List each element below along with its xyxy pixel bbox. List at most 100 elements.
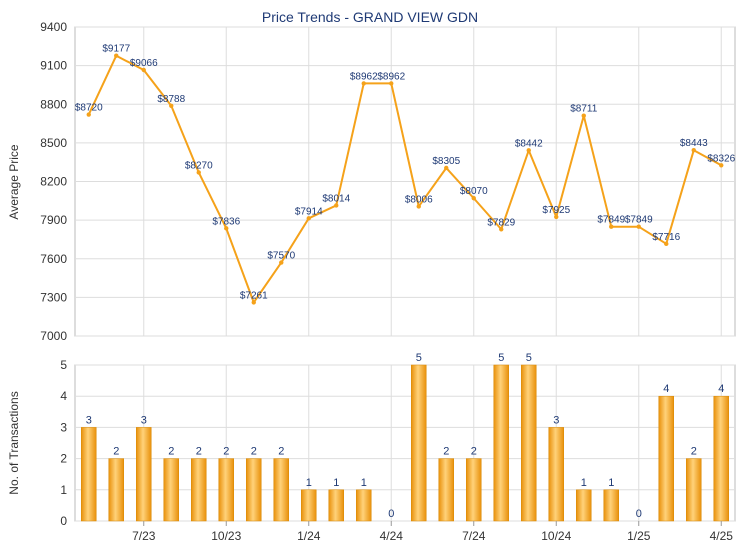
transaction-data-label: 4	[663, 383, 669, 395]
transaction-data-label: 2	[223, 446, 229, 458]
transaction-bar	[328, 489, 344, 522]
transaction-data-label: 2	[691, 446, 697, 458]
price-point	[334, 203, 339, 208]
transaction-bar	[658, 395, 674, 522]
transaction-bar	[576, 489, 592, 522]
price-point	[609, 224, 614, 229]
transaction-bar	[246, 458, 262, 522]
transaction-data-label: 4	[718, 383, 724, 395]
x-tick-label: 7/24	[462, 529, 486, 543]
price-point	[389, 81, 394, 86]
price-point	[581, 113, 586, 118]
transaction-data-label: 5	[498, 352, 504, 364]
price-line	[87, 54, 722, 304]
transaction-data-label: 0	[388, 508, 394, 520]
price-point	[691, 148, 696, 153]
transaction-bar	[81, 427, 97, 522]
price-point	[196, 170, 201, 175]
transaction-y-tick-label: 1	[60, 483, 67, 497]
price-data-label: $8270	[185, 160, 213, 171]
price-data-label: $7716	[652, 232, 680, 243]
transaction-bar	[713, 395, 729, 522]
transaction-data-label: 1	[361, 477, 367, 489]
x-tick-label: 7/23	[132, 529, 156, 543]
transaction-y-tick-label: 0	[60, 514, 67, 528]
transaction-data-label: 1	[333, 477, 339, 489]
price-y-tick-label: 7000	[40, 329, 67, 343]
transaction-data-label: 2	[278, 446, 284, 458]
transaction-bar	[108, 458, 124, 522]
transaction-bar	[493, 364, 509, 522]
transaction-data-label: 2	[113, 446, 119, 458]
price-y-tick-label: 8200	[40, 175, 67, 189]
price-data-label: $8014	[322, 193, 350, 204]
chart-title: Price Trends - GRAND VIEW GDN	[262, 9, 478, 25]
price-data-label: $8443	[680, 138, 708, 149]
price-data-label: $8720	[75, 103, 103, 114]
transaction-data-label: 1	[581, 477, 587, 489]
price-data-label: $9177	[102, 44, 130, 55]
transaction-bars: 3 2 3 2 2 2 2 2 1 1 1 0 5 2 2 5 5 3 1 1 0 4 2 4	[81, 352, 729, 522]
transaction-bar	[218, 458, 234, 522]
transaction-y-tick-label: 5	[60, 358, 67, 372]
price-data-label: $8788	[157, 94, 185, 105]
price-point	[664, 241, 669, 247]
price-point	[169, 103, 174, 108]
price-data-label: $8442	[515, 138, 543, 149]
price-data-label: $7849	[625, 215, 653, 226]
price-y-tick-label: 8800	[40, 97, 67, 111]
x-tick-label: 4/25	[710, 529, 734, 543]
price-point	[141, 67, 146, 73]
price-y-tick-label: 7300	[40, 290, 67, 304]
price-data-label: $8962	[377, 71, 405, 82]
transaction-bar	[273, 458, 289, 522]
price-point	[279, 260, 284, 265]
transaction-data-label: 3	[141, 414, 147, 426]
transaction-bar	[356, 489, 372, 522]
x-tick-label: 10/23	[211, 529, 241, 543]
price-y-tick-label: 9100	[40, 59, 67, 73]
transaction-data-label: 2	[168, 446, 174, 458]
transaction-y-tick-label: 3	[60, 420, 67, 434]
price-data-label: $8326	[707, 153, 735, 164]
transaction-data-label: 2	[471, 446, 477, 458]
transaction-bar	[301, 489, 317, 522]
price-y-axis-title: Average Price	[7, 144, 21, 219]
price-data-label: $7829	[487, 217, 515, 228]
price-y-tick-label: 8500	[40, 136, 67, 150]
price-data-label: $8962	[350, 71, 378, 82]
transaction-bar	[411, 364, 427, 522]
x-axis-ticks: 7/23 10/23 1/24 4/24 7/24 10/24 1/25 4/25	[132, 521, 733, 543]
price-y-tick-label: 7600	[40, 252, 67, 266]
price-point	[719, 163, 724, 168]
price-data-label: $7914	[295, 206, 323, 217]
transaction-data-label: 0	[636, 508, 642, 520]
price-data-label: $9066	[130, 58, 158, 69]
price-point	[86, 112, 91, 117]
transaction-bar	[466, 458, 482, 522]
price-data-label: $7570	[267, 251, 295, 262]
transaction-data-label: 2	[196, 446, 202, 458]
price-y-tick-label: 7900	[40, 213, 67, 227]
transaction-bar	[438, 458, 454, 522]
price-data-label: $8006	[405, 194, 433, 205]
price-y-ticks: 7000 7300 7600 7900 8200 8500 8800 9100 9400	[40, 20, 67, 343]
price-point	[526, 148, 531, 153]
price-point	[251, 300, 256, 305]
price-data-label: $7261	[240, 290, 268, 301]
transactions-y-axis-title: No. of Transactions	[7, 391, 21, 494]
transaction-bar	[548, 427, 564, 522]
price-series: $8720 $9177$9066 $8788 $8270 $7836 $7261 $7570…	[75, 44, 736, 305]
transaction-data-label: 3	[86, 414, 92, 426]
transaction-bar	[686, 458, 702, 522]
x-tick-label: 10/24	[541, 529, 571, 543]
transaction-bar	[603, 489, 619, 522]
x-tick-label: 1/25	[627, 529, 651, 543]
price-data-label: $8305	[432, 156, 460, 167]
transaction-bar	[191, 458, 207, 522]
x-tick-label: 4/24	[380, 529, 404, 543]
transaction-data-label: 2	[251, 446, 257, 458]
transaction-y-ticks: 0 1 2 3 4 5	[60, 358, 67, 528]
